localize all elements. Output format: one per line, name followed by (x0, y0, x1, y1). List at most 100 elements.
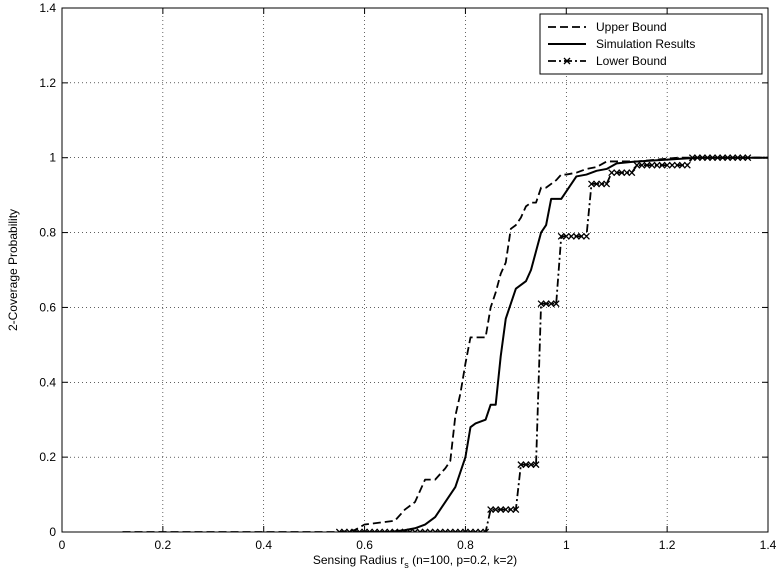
series-marker-lower-bound (441, 528, 449, 532)
x-axis-label: Sensing Radius rs (n=100, p=0.2, k=2) (313, 553, 517, 570)
x-tick-label: 1 (563, 538, 570, 552)
series-marker-lower-bound (421, 528, 429, 532)
series-marker-lower-bound (436, 528, 444, 532)
x-tick-label: 0.4 (255, 538, 272, 552)
series-marker-lower-bound (709, 154, 716, 162)
series-group (122, 154, 768, 532)
series-marker-lower-bound (658, 161, 666, 169)
series-marker-lower-bound (472, 528, 479, 532)
series-marker-lower-bound (693, 154, 701, 162)
series-marker-lower-bound (371, 528, 379, 532)
series-marker-lower-bound (552, 300, 560, 308)
series-marker-lower-bound (492, 506, 500, 514)
y-tick-label: 0.6 (39, 300, 56, 314)
series-marker-lower-bound (537, 300, 545, 308)
series-marker-lower-bound (351, 528, 358, 532)
legend-marker (563, 57, 571, 65)
plot-frame (61, 7, 769, 533)
series-marker-lower-bound (582, 232, 590, 240)
series-marker-lower-bound (648, 161, 656, 169)
series-marker-lower-bound (577, 232, 585, 240)
series-marker-lower-bound (386, 528, 394, 532)
series-marker-lower-bound (335, 528, 343, 532)
series-marker-lower-bound (507, 506, 515, 514)
legend-entry-lower-bound: Lower Bound (548, 54, 667, 68)
series-marker-lower-bound (643, 161, 651, 169)
series-marker-lower-bound (638, 161, 646, 169)
x-tick-label: 0.8 (457, 538, 474, 552)
series-marker-lower-bound (588, 180, 595, 188)
series-marker-lower-bound (663, 161, 671, 169)
series-marker-lower-bound (340, 528, 348, 532)
legend: Upper Bound Simulation Results Lower Bound (539, 13, 763, 75)
series-marker-lower-bound (593, 180, 601, 188)
series-marker-lower-bound (356, 528, 363, 532)
x-tick-label: 1.4 (760, 538, 776, 552)
y-tick-label: 0.4 (39, 375, 56, 389)
series-marker-lower-bound (401, 528, 409, 532)
axis-ticks: 0 0.2 0.4 0.6 0.8 1 1.2 1.4 0 0.2 0.4 0.6 0.8 1 1.2 1.4 (39, 1, 776, 552)
series-marker-lower-bound (426, 528, 434, 532)
series-marker-lower-bound (744, 154, 752, 162)
series-marker-lower-bound (618, 169, 626, 177)
series-marker-lower-bound (527, 461, 535, 469)
series-marker-lower-bound (688, 154, 696, 162)
series-marker-lower-bound (366, 528, 374, 532)
series-marker-lower-bound (628, 169, 636, 177)
series-marker-lower-bound (522, 461, 530, 469)
grid-lines (62, 8, 768, 532)
series-marker-lower-bound (396, 528, 404, 532)
series-marker-lower-bound (714, 154, 722, 162)
series-marker-lower-bound (724, 154, 732, 162)
series-marker-lower-bound (502, 506, 510, 514)
series-marker-lower-bound (739, 154, 747, 162)
series-marker-lower-bound (734, 154, 742, 162)
series-line-simulation-results (354, 156, 768, 532)
series-marker-lower-bound (482, 528, 490, 532)
series-marker-lower-bound (391, 528, 399, 532)
series-marker-lower-bound (729, 154, 737, 162)
series-marker-lower-bound (532, 461, 540, 469)
series-marker-lower-bound (603, 180, 611, 188)
series-marker-lower-bound (497, 506, 505, 514)
series-marker-lower-bound (451, 528, 459, 532)
x-axis-label-main: Sensing Radius r (313, 553, 404, 567)
series-marker-lower-bound (467, 528, 474, 532)
series-marker-lower-bound (406, 528, 414, 532)
series-marker-lower-bound (562, 232, 570, 240)
series-marker-lower-bound (673, 161, 681, 169)
x-axis-label-subscript: s (404, 560, 409, 570)
y-tick-label: 0.2 (39, 450, 56, 464)
series-marker-lower-bound (704, 154, 711, 162)
series-marker-lower-bound (431, 528, 439, 532)
y-axis-label: 2-Coverage Probability (6, 209, 20, 331)
series-simulation-results (354, 156, 768, 532)
legend-entry-simulation-results: Simulation Results (548, 37, 695, 51)
series-marker-lower-bound (653, 161, 661, 169)
series-marker-lower-bound (381, 528, 389, 532)
series-marker-lower-bound (633, 161, 641, 169)
series-marker-lower-bound (477, 528, 485, 532)
y-tick-label: 1 (49, 151, 56, 165)
series-marker-lower-bound (572, 232, 580, 240)
y-tick-label: 1.2 (39, 76, 56, 90)
series-marker-lower-bound (446, 528, 454, 532)
series-marker-lower-bound (623, 169, 631, 177)
series-marker-lower-bound (557, 232, 565, 240)
legend-entry-upper-bound: Upper Bound (548, 20, 667, 34)
series-marker-lower-bound (542, 300, 550, 308)
x-tick-label: 1.2 (659, 538, 676, 552)
x-tick-label: 0 (59, 538, 66, 552)
series-marker-lower-bound (517, 461, 525, 469)
series-marker-lower-bound (461, 528, 469, 532)
series-line-lower-bound (339, 156, 768, 532)
series-line-upper-bound (122, 156, 768, 532)
series-marker-lower-bound (719, 154, 727, 162)
series-marker-lower-bound (345, 528, 353, 532)
x-tick-label: 0.6 (356, 538, 373, 552)
y-tick-label: 0.8 (39, 226, 56, 240)
series-marker-lower-bound (683, 161, 691, 169)
series-marker-lower-bound (668, 161, 676, 169)
series-marker-lower-bound (416, 528, 424, 532)
